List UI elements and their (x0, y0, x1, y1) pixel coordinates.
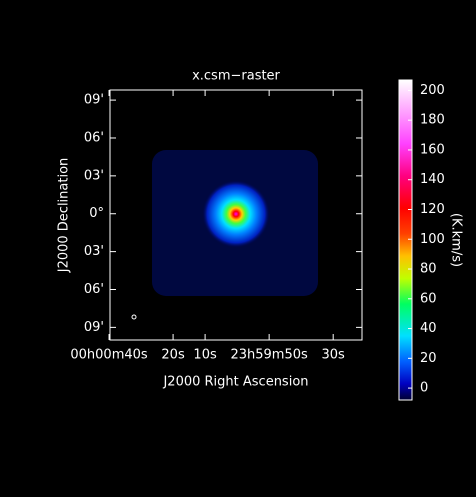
x-tick-label: 00h00m40s (70, 348, 148, 363)
y-tick-label: 03' (84, 168, 104, 183)
colorbar-tick-label: 60 (420, 291, 437, 306)
chart-title: x.csm−raster (192, 69, 280, 84)
colorbar-tick-label: 100 (420, 232, 445, 247)
y-tick-label: 0° (89, 206, 104, 221)
colorbar-tick-label: 200 (420, 83, 445, 98)
x-axis-label: J2000 Right Ascension (162, 375, 308, 390)
colorbar-tick-label: 80 (420, 262, 437, 277)
colorbar-tick-label: 20 (420, 351, 437, 366)
raster-image (202, 180, 270, 248)
x-tick-label: 23h59m50s (230, 348, 308, 363)
y-tick-label: 06' (84, 130, 104, 145)
x-tick-label: 20s (161, 348, 185, 363)
colorbar-tick-label: 120 (420, 202, 445, 217)
y-tick-label: 03' (84, 244, 104, 259)
x-tick-label: 10s (193, 348, 217, 363)
colorbar-label: (K.km/s) (449, 213, 464, 267)
colorbar-tick-label: 160 (420, 142, 445, 157)
colorbar-tick-label: 180 (420, 113, 445, 128)
y-tick-label: 09' (84, 93, 104, 108)
y-axis-label: J2000 Declination (57, 158, 72, 274)
colorbar (398, 79, 413, 401)
y-tick-label: 06' (84, 282, 104, 297)
y-tick-label: 09' (84, 320, 104, 335)
colorbar-tick-label: 40 (420, 321, 437, 336)
plot-frame (109, 89, 363, 341)
colorbar-tick-label: 140 (420, 172, 445, 187)
x-tick-label: 30s (322, 348, 346, 363)
beam (131, 314, 137, 320)
colorbar-tick-label: 0 (420, 381, 428, 396)
